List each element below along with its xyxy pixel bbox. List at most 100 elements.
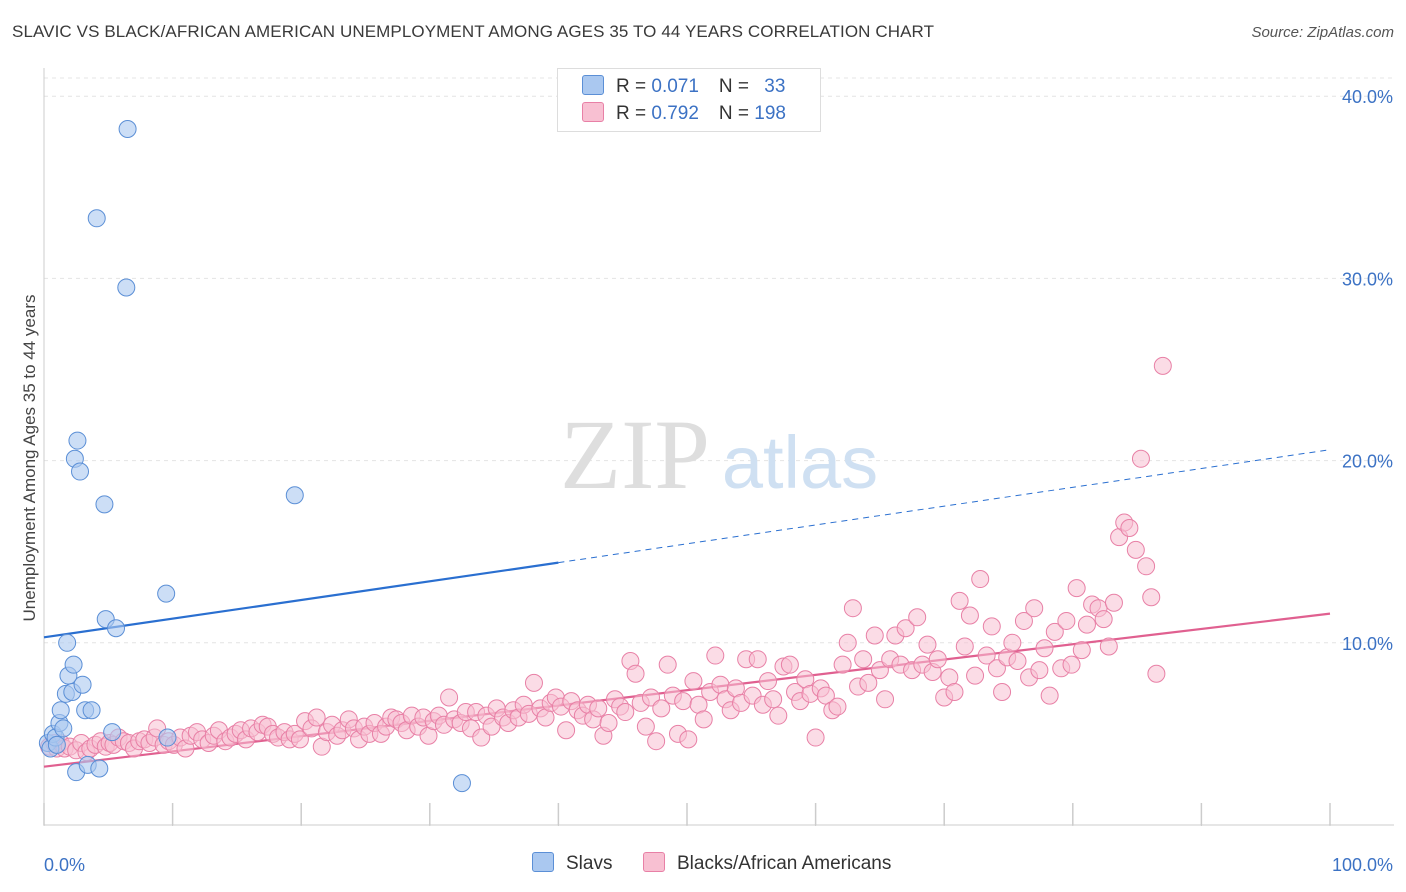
blacks-point: [928, 650, 947, 669]
blacks-point: [1131, 449, 1150, 468]
blacks-point: [1077, 615, 1096, 634]
chart-title: SLAVIC VS BLACK/AFRICAN AMERICAN UNEMPLO…: [12, 22, 935, 41]
slavs-point: [117, 278, 136, 297]
blacks-point: [694, 710, 713, 729]
blacks-point: [987, 659, 1006, 678]
blacks-trend-line: [43, 612, 1331, 768]
y-tick-label: 40.0%: [1342, 87, 1393, 107]
blacks-n-label: N =: [718, 103, 755, 124]
slavs-point: [157, 584, 176, 603]
blacks-point: [599, 713, 618, 732]
blacks-points: [40, 356, 1172, 762]
slavs-point: [107, 619, 126, 638]
slavs-r-value: 0.071: [651, 76, 699, 97]
blacks-point: [993, 682, 1012, 701]
slavs-point: [87, 209, 106, 228]
blacks-point: [896, 619, 915, 638]
blacks-point: [838, 633, 857, 652]
slavs-point: [73, 675, 92, 694]
slavs-point: [68, 431, 87, 450]
blacks-point: [684, 672, 703, 691]
blacks-point: [1072, 641, 1091, 660]
blacks-point: [290, 730, 309, 749]
slavs-legend-swatch: [532, 852, 554, 872]
blacks-point: [589, 699, 608, 718]
blacks-point: [1008, 652, 1027, 671]
slavs-point: [95, 495, 114, 514]
grid-lines: [44, 77, 1394, 644]
blacks-point: [652, 699, 671, 718]
y-tick-label: 30.0%: [1342, 269, 1393, 289]
blacks-point: [769, 706, 788, 725]
blacks-point: [641, 688, 660, 707]
blacks-r-label: R =: [616, 103, 652, 124]
blacks-point: [843, 599, 862, 618]
blacks-point: [1094, 610, 1113, 629]
slavs-swatch: [582, 75, 604, 95]
blacks-point: [870, 661, 889, 680]
legend-row-slavs: R = 0.071 N = 33: [582, 75, 785, 99]
tick-labels: 10.0% 20.0% 30.0% 40.0% 0.0% 100.0%: [44, 87, 1393, 875]
y-tick-label: 20.0%: [1342, 452, 1393, 472]
correlation-legend: R = 0.071 N = 33 R = 0.792 N = 198: [557, 68, 821, 132]
bottom-legend-blacks: Blacks/African Americans: [643, 852, 891, 878]
blacks-point: [1035, 639, 1054, 658]
watermark-atlas: atlas: [722, 421, 878, 504]
blacks-point: [674, 692, 693, 711]
blacks-point: [636, 717, 655, 736]
blacks-point: [828, 697, 847, 716]
blacks-point: [658, 655, 677, 674]
blacks-point: [440, 688, 459, 707]
slavs-point: [158, 728, 177, 747]
slavs-legend-label: Slavs: [566, 853, 613, 874]
blacks-point: [1120, 519, 1139, 538]
slavs-point: [90, 759, 109, 778]
blacks-point: [679, 730, 698, 749]
blacks-point: [1014, 611, 1033, 630]
blacks-point: [865, 626, 884, 645]
blacks-point: [764, 690, 783, 709]
blacks-point: [307, 708, 326, 727]
bottom-legend-slavs: Slavs: [532, 852, 612, 878]
slavs-point: [452, 774, 471, 793]
blacks-point: [859, 673, 878, 692]
legend-row-blacks: R = 0.792 N = 198: [582, 102, 786, 126]
source-label: Source: ZipAtlas.com: [1251, 24, 1394, 41]
blacks-point: [626, 664, 645, 683]
slavs-point: [82, 701, 101, 720]
blacks-point: [971, 570, 990, 589]
slavs-n-label: N =: [718, 76, 755, 97]
blacks-point: [1104, 593, 1123, 612]
blacks-point: [1137, 557, 1156, 576]
slavs-point: [285, 486, 304, 505]
slavs-n-value: 33: [764, 76, 786, 97]
slavs-point: [54, 719, 73, 738]
blacks-point: [748, 650, 767, 669]
slavs-point: [64, 655, 83, 674]
blacks-point: [806, 728, 825, 747]
blacks-point: [706, 646, 725, 665]
watermark: ZIP atlas: [560, 399, 878, 510]
blacks-point: [833, 655, 852, 674]
slavs-point: [103, 723, 122, 742]
axes: [43, 68, 1394, 826]
y-tick-label: 10.0%: [1342, 634, 1393, 654]
trend-lines: [43, 449, 1331, 768]
blacks-point: [1153, 356, 1172, 375]
blacks-point: [966, 666, 985, 685]
blacks-point: [982, 617, 1001, 636]
blacks-point: [557, 721, 576, 740]
watermark-zip: ZIP: [560, 399, 710, 510]
blacks-point: [1040, 686, 1059, 705]
x-tick-label: 0.0%: [44, 855, 85, 875]
slavs-trend-extension: [558, 449, 1331, 564]
blacks-point: [955, 637, 974, 656]
blacks-point: [524, 673, 543, 692]
blacks-point: [945, 682, 964, 701]
blacks-r-value: 0.792: [651, 103, 699, 124]
blacks-point: [1099, 637, 1118, 656]
blacks-point: [1003, 633, 1022, 652]
blacks-point: [950, 591, 969, 610]
blacks-point: [918, 635, 937, 654]
